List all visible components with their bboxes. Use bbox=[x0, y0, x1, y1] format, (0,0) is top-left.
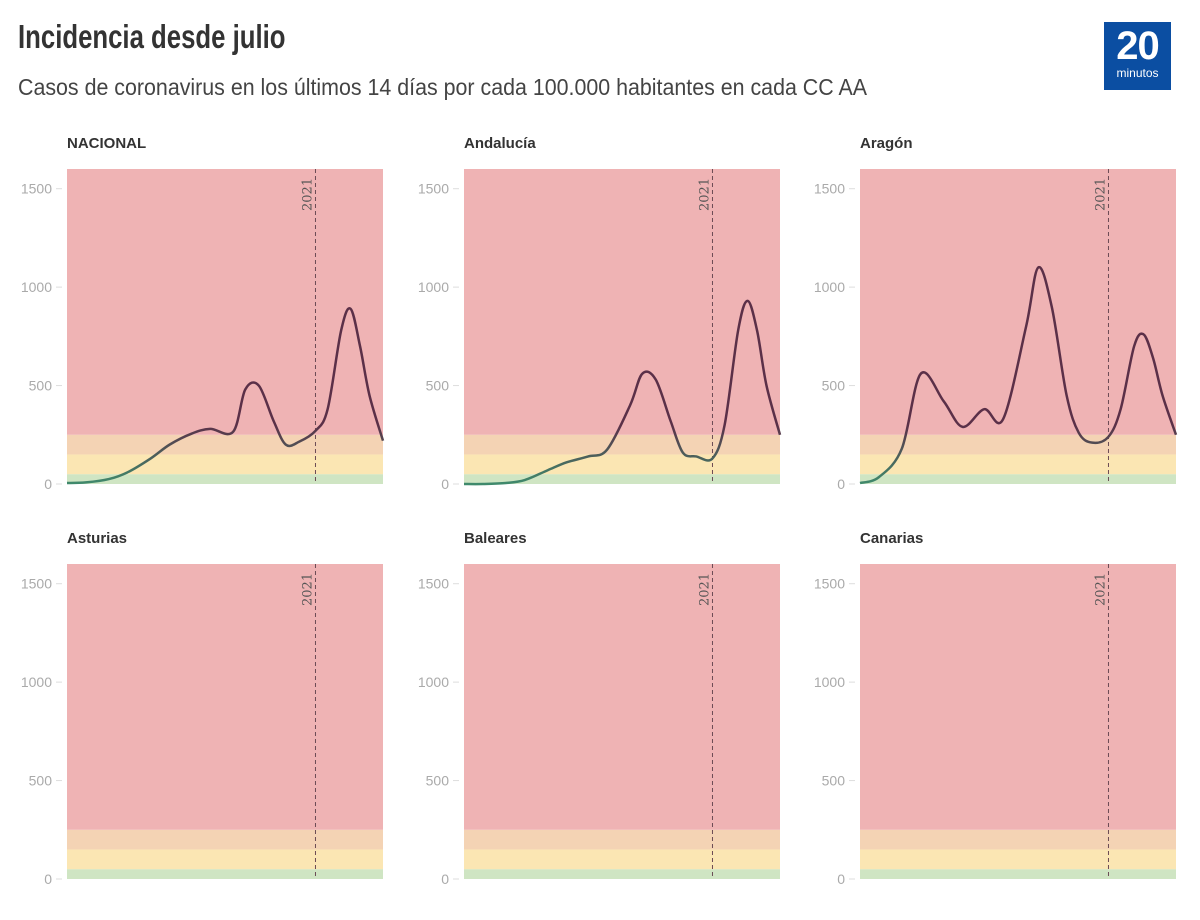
y-tick-label: 500 bbox=[29, 773, 53, 789]
panel-svg: Canarias 0 500 1000 1500 2021 bbox=[814, 530, 1176, 887]
logo-number: 20 bbox=[1116, 24, 1160, 68]
band-0 bbox=[463, 474, 780, 484]
y-tick-label: 0 bbox=[837, 476, 845, 492]
panel-andalucía: Andalucía 0 500 1000 1500 2021 bbox=[397, 120, 797, 520]
y-tick-label: 1000 bbox=[417, 674, 448, 690]
y-tick-label: 1500 bbox=[21, 576, 52, 592]
y-tick-label: 1000 bbox=[417, 279, 448, 295]
y-tick-label: 0 bbox=[441, 871, 449, 887]
panel-aragón: Aragón 0 500 1000 1500 2021 bbox=[793, 120, 1193, 520]
annotation-label-2021: 2021 bbox=[300, 573, 315, 606]
band-1 bbox=[860, 454, 1176, 475]
panel-title: Andalucía bbox=[464, 135, 536, 152]
y-tick-label: 500 bbox=[822, 773, 846, 789]
panel-title: Asturias bbox=[67, 530, 127, 547]
band-0 bbox=[860, 474, 1176, 484]
band-2 bbox=[860, 829, 1176, 850]
chart-subtitle: Casos de coronavirus en los últimos 14 d… bbox=[18, 74, 868, 100]
panel-title: Canarias bbox=[860, 530, 923, 547]
band-3 bbox=[67, 169, 383, 435]
y-tick-label: 500 bbox=[425, 773, 449, 789]
y-tick-label: 0 bbox=[837, 871, 845, 887]
band-2 bbox=[463, 829, 780, 850]
band-1 bbox=[463, 849, 780, 870]
y-tick-label: 0 bbox=[44, 871, 52, 887]
band-3 bbox=[860, 169, 1176, 435]
panel-svg: Andalucía 0 500 1000 1500 2021 bbox=[417, 135, 781, 492]
y-tick-label: 1500 bbox=[814, 576, 845, 592]
band-0 bbox=[67, 869, 383, 879]
panel-baleares: Baleares 0 500 1000 1500 2021 bbox=[397, 515, 797, 915]
band-0 bbox=[860, 869, 1176, 879]
y-tick-label: 1500 bbox=[417, 576, 448, 592]
y-tick-label: 0 bbox=[441, 476, 449, 492]
panel-canarias: Canarias 0 500 1000 1500 2021 bbox=[793, 515, 1193, 915]
band-2 bbox=[463, 434, 780, 455]
annotation-label-2021: 2021 bbox=[300, 178, 315, 211]
annotation-label-2021: 2021 bbox=[1093, 178, 1108, 211]
y-tick-label: 1000 bbox=[814, 674, 845, 690]
panel-svg: NACIONAL 0 500 1000 1500 2021 bbox=[21, 135, 385, 492]
panel-svg: Baleares 0 500 1000 1500 2021 bbox=[417, 530, 780, 887]
chart-title: Incidencia desde julio bbox=[18, 18, 286, 55]
band-2 bbox=[67, 434, 383, 455]
band-3 bbox=[860, 564, 1176, 830]
y-tick-label: 1500 bbox=[814, 181, 845, 197]
series-line-nacional bbox=[66, 307, 385, 485]
y-tick-label: 1000 bbox=[21, 674, 52, 690]
y-tick-label: 500 bbox=[822, 378, 846, 394]
y-tick-label: 1000 bbox=[814, 279, 845, 295]
y-tick-label: 500 bbox=[29, 378, 53, 394]
band-2 bbox=[67, 829, 383, 850]
series-line-aragón bbox=[859, 266, 1178, 485]
band-1 bbox=[67, 849, 383, 870]
logo-word: minutos bbox=[1116, 66, 1159, 80]
panel-title: Aragón bbox=[860, 135, 913, 152]
band-3 bbox=[463, 169, 780, 435]
annotation-label-2021: 2021 bbox=[697, 573, 712, 606]
panel-svg: Asturias 0 500 1000 1500 2021 bbox=[21, 530, 383, 887]
panel-asturias: Asturias 0 500 1000 1500 2021 bbox=[0, 515, 400, 915]
annotation-label-2021: 2021 bbox=[1093, 573, 1108, 606]
band-1 bbox=[463, 454, 780, 475]
panel-svg: Aragón 0 500 1000 1500 2021 bbox=[814, 135, 1178, 492]
panel-title: Baleares bbox=[464, 530, 527, 547]
y-tick-label: 1000 bbox=[21, 279, 52, 295]
band-3 bbox=[463, 564, 780, 830]
panel-title: NACIONAL bbox=[67, 135, 146, 152]
band-0 bbox=[463, 869, 780, 879]
band-3 bbox=[67, 564, 383, 830]
band-1 bbox=[67, 454, 383, 475]
band-0 bbox=[67, 474, 383, 484]
band-1 bbox=[860, 849, 1176, 870]
y-tick-label: 1500 bbox=[21, 181, 52, 197]
y-tick-label: 500 bbox=[425, 378, 449, 394]
series-line-andalucía bbox=[463, 299, 781, 486]
logo-20minutos: 20 minutos bbox=[1104, 22, 1171, 90]
panel-nacional: NACIONAL 0 500 1000 1500 2021 bbox=[0, 120, 400, 520]
y-tick-label: 0 bbox=[44, 476, 52, 492]
y-tick-label: 1500 bbox=[417, 181, 448, 197]
annotation-label-2021: 2021 bbox=[697, 178, 712, 211]
band-2 bbox=[860, 434, 1176, 455]
